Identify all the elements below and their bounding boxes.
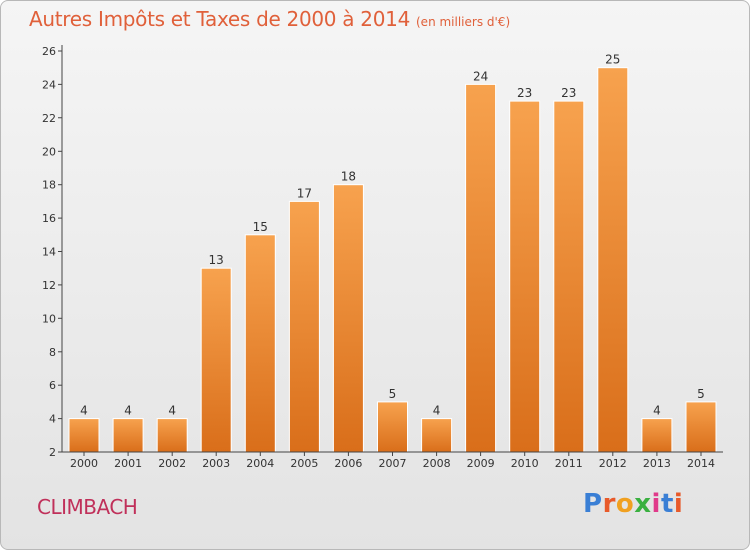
x-tick-label-2002: 2002: [158, 457, 186, 470]
x-tick-label-2005: 2005: [290, 457, 318, 470]
y-tick-label-14: 14: [42, 246, 56, 259]
y-tick-label-8: 8: [49, 346, 56, 359]
y-tick-label-16: 16: [42, 212, 56, 225]
y-tick-label-18: 18: [42, 179, 56, 192]
y-tick-label-20: 20: [42, 145, 56, 158]
data-label-2001: 4: [124, 404, 132, 418]
y-tick-label-22: 22: [42, 112, 56, 125]
bar-2010: [509, 100, 541, 453]
y-tick-label-6: 6: [49, 379, 56, 392]
chart-title: Autres Impôts et Taxes de 2000 à 2014 (en…: [29, 7, 510, 31]
x-tick-label-2007: 2007: [379, 457, 407, 470]
bar-2006: [332, 184, 364, 453]
bar-2000: [68, 418, 100, 453]
data-label-2010: 23: [517, 86, 532, 100]
x-tick-label-2010: 2010: [511, 457, 539, 470]
bar-2011: [553, 100, 585, 453]
title-text: Autres Impôts et Taxes de 2000 à 2014: [29, 7, 410, 31]
y-tick-label-10: 10: [42, 312, 56, 325]
place-name: CLIMBACH: [37, 495, 138, 519]
y-tick-label-4: 4: [49, 413, 56, 426]
data-label-2005: 17: [297, 186, 312, 200]
bars-group: 4 4 4 13 15 17 18 5 4 24 23 23 25 4 5: [68, 53, 717, 453]
bar-2009: [465, 83, 497, 453]
x-tick-label-2003: 2003: [202, 457, 230, 470]
bar-2001: [112, 418, 144, 453]
x-tick-label-2012: 2012: [599, 457, 627, 470]
y-tick-label-26: 26: [42, 45, 56, 58]
data-label-2008: 4: [433, 404, 441, 418]
data-label-2004: 15: [253, 220, 268, 234]
data-label-2009: 24: [473, 69, 488, 83]
x-tick-label-2001: 2001: [114, 457, 142, 470]
logo-letter: i: [673, 489, 684, 519]
data-label-2013: 4: [653, 404, 661, 418]
bar-2005: [288, 200, 320, 453]
data-label-2007: 5: [389, 387, 397, 401]
data-label-2011: 23: [561, 86, 576, 100]
bar-2004: [244, 234, 276, 453]
data-label-2014: 5: [697, 387, 705, 401]
x-tick-label-2011: 2011: [555, 457, 583, 470]
data-label-2003: 13: [209, 253, 224, 267]
x-tick-label-2006: 2006: [334, 457, 362, 470]
x-tick-label-2009: 2009: [467, 457, 495, 470]
y-tick-label-2: 2: [49, 446, 56, 459]
y-tick-label-12: 12: [42, 279, 56, 292]
x-tick-label-2000: 2000: [70, 457, 98, 470]
bar-2003: [200, 267, 232, 453]
logo-letter: t: [660, 489, 674, 519]
x-tick-label-2008: 2008: [423, 457, 451, 470]
y-tick-label-24: 24: [42, 78, 56, 91]
axes-group: 2000 2001 2002 2003 2004 2005 2006 2007 2008 2009…: [42, 45, 723, 470]
bar-2012: [597, 67, 629, 453]
logo-letter: i: [651, 489, 661, 519]
logo-letter: o: [615, 489, 635, 519]
bar-2014: [685, 401, 717, 453]
x-tick-label-2013: 2013: [643, 457, 671, 470]
bar-2013: [641, 418, 673, 453]
data-label-2000: 4: [80, 404, 88, 418]
x-tick-label-2014: 2014: [687, 457, 715, 470]
proxiti-logo: Proxiti: [583, 489, 683, 519]
logo-letter: r: [602, 489, 616, 519]
data-label-2012: 25: [605, 53, 620, 67]
data-label-2002: 4: [168, 404, 176, 418]
bar-2008: [421, 418, 453, 453]
chart-subtitle: (en milliers d'€): [416, 15, 511, 29]
bar-2007: [377, 401, 408, 453]
data-label-2006: 18: [341, 170, 356, 184]
logo-letter: x: [634, 489, 652, 519]
logo-letter: P: [583, 489, 603, 519]
bar-2002: [156, 418, 188, 453]
x-tick-label-2004: 2004: [246, 457, 274, 470]
